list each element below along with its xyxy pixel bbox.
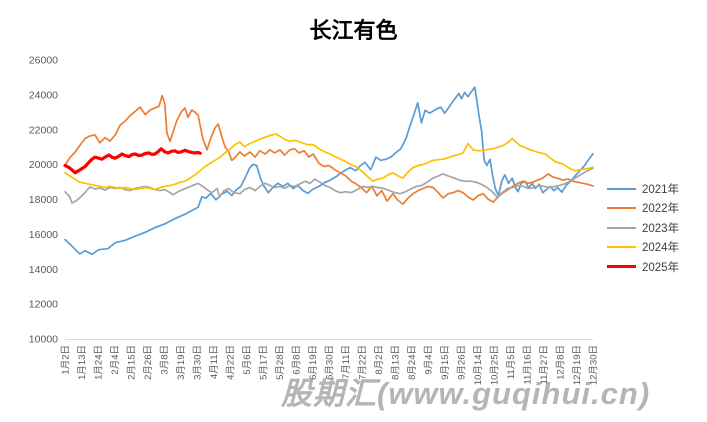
legend-label: 2021年: [642, 183, 680, 196]
y-axis-tick-label: 14000: [29, 264, 58, 276]
x-axis-tick-label: 9月26日: [457, 345, 468, 380]
series-line-2023年: [64, 167, 594, 204]
x-axis-tick-label: 4月22日: [226, 345, 237, 380]
legend-label: 2022年: [642, 203, 680, 216]
x-axis-tick-label: 12月30日: [589, 345, 600, 385]
y-axis-tick-label: 24000: [29, 89, 58, 101]
legend-line-swatch: [607, 265, 636, 269]
legend-line-swatch: [607, 226, 636, 229]
y-axis-tick-label: 22000: [29, 124, 58, 136]
y-axis-tick-label: 16000: [29, 229, 58, 241]
legend-line-swatch: [607, 187, 636, 190]
legend-item-2024: 2024年: [607, 238, 679, 258]
x-axis-tick-label: 7月22日: [358, 345, 369, 380]
x-axis-tick-label: 10月14日: [473, 345, 484, 385]
x-axis-tick-label: 8月2日: [374, 345, 385, 375]
x-axis-tick-label: 6月30日: [325, 345, 336, 380]
legend-label: 2024年: [642, 242, 680, 255]
y-axis-tick-label: 20000: [29, 159, 58, 171]
y-axis-tick-label: 10000: [29, 334, 58, 346]
x-axis-tick-label: 1月2日: [61, 345, 72, 375]
x-axis-tick-label: 6月19日: [308, 345, 319, 380]
series-line-2021年: [64, 86, 594, 256]
legend-item-2025: 2025年: [607, 257, 679, 277]
legend-line-swatch: [607, 246, 636, 249]
x-axis-tick-label: 2月26日: [143, 345, 154, 380]
x-axis-tick-label: 8月13日: [391, 345, 402, 380]
series-line-2025年: [63, 147, 202, 175]
x-axis-tick-label: 4月11日: [209, 345, 220, 379]
legend-line-swatch: [607, 207, 636, 210]
x-axis-tick-label: 2月15日: [127, 345, 138, 380]
x-axis-tick-label: 11月27日: [539, 345, 550, 384]
x-axis-tick-label: 12月19日: [572, 345, 583, 385]
x-axis-tick-label: 3月19日: [176, 345, 187, 380]
legend-label: 2023年: [642, 222, 680, 235]
legend-label: 2025年: [642, 261, 680, 274]
x-axis-tick-label: 5月28日: [275, 345, 286, 380]
x-axis-tick-label: 11月5日: [506, 345, 517, 379]
x-axis-tick-label: 7月11日: [341, 345, 352, 379]
legend-item-2022: 2022年: [607, 199, 679, 219]
y-axis-tick-label: 26000: [29, 55, 58, 67]
legend-item-2023: 2023年: [607, 218, 679, 238]
x-axis-tick-label: 9月4日: [424, 345, 435, 375]
x-axis-tick-label: 2月4日: [110, 345, 121, 375]
watermark-text: 股期汇(www.guqihui.cn): [281, 376, 651, 411]
chart-legend: 2021年 2022年 2023年 2024年 2025年: [607, 179, 679, 277]
x-axis-tick-label: 9月15日: [440, 345, 451, 380]
y-axis-tick-label: 18000: [29, 194, 58, 206]
x-axis-tick-label: 5月6日: [242, 345, 253, 375]
x-axis-tick-label: 12月8日: [556, 345, 567, 380]
x-axis-tick-label: 10月25日: [490, 345, 501, 385]
x-axis-tick-label: 6月8日: [292, 345, 303, 375]
chart-title: 长江有色: [309, 18, 398, 44]
x-axis-tick-label: 5月17日: [259, 345, 270, 380]
x-axis-tick-label: 3月8日: [160, 345, 171, 375]
x-axis-tick-label: 11月16日: [523, 345, 534, 384]
x-axis-tick-label: 1月13日: [77, 345, 88, 380]
x-axis-tick-label: 1月24日: [94, 345, 105, 380]
series-line-2024年: [64, 133, 594, 191]
x-axis-tick-label: 3月30日: [193, 345, 204, 380]
x-axis-tick-label: 8月24日: [407, 345, 418, 380]
legend-item-2021: 2021年: [607, 179, 679, 199]
y-axis-tick-label: 12000: [29, 299, 58, 311]
